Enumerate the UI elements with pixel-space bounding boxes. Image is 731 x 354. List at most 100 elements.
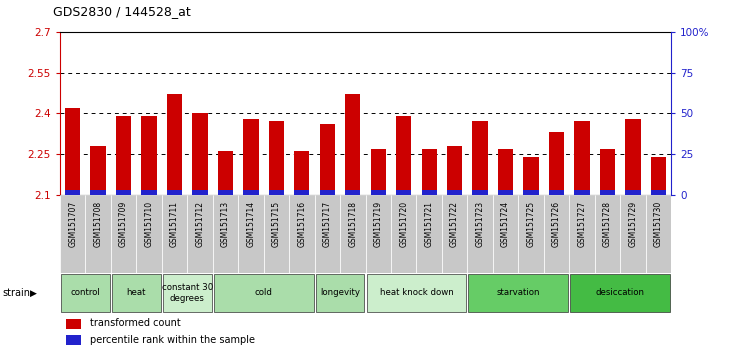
- Bar: [651, 157, 666, 195]
- Bar: [319, 124, 335, 195]
- Bar: [289, 195, 314, 273]
- Text: transformed count: transformed count: [91, 319, 181, 329]
- Bar: [447, 146, 462, 195]
- Bar: [243, 119, 259, 195]
- Bar: [391, 195, 417, 273]
- Text: constant 30
degrees: constant 30 degrees: [162, 283, 213, 303]
- Text: GSM151712: GSM151712: [195, 201, 205, 247]
- Bar: [187, 195, 213, 273]
- Bar: [575, 121, 590, 195]
- Bar: [599, 149, 615, 195]
- Bar: [447, 190, 462, 195]
- Text: cold: cold: [254, 289, 273, 297]
- Bar: [396, 116, 412, 195]
- Bar: [549, 132, 564, 195]
- Bar: [213, 274, 314, 312]
- Bar: [493, 195, 518, 273]
- Bar: [523, 157, 539, 195]
- Bar: [442, 195, 467, 273]
- Text: GSM151729: GSM151729: [629, 201, 637, 247]
- Bar: [167, 190, 182, 195]
- Bar: [136, 195, 162, 273]
- Bar: [472, 190, 488, 195]
- Bar: [192, 113, 208, 195]
- Text: GSM151713: GSM151713: [221, 201, 230, 247]
- Bar: [549, 190, 564, 195]
- Bar: [112, 274, 161, 312]
- Bar: [625, 190, 640, 195]
- Bar: [523, 190, 539, 195]
- Bar: [141, 116, 156, 195]
- Text: GSM151715: GSM151715: [272, 201, 281, 247]
- Bar: [116, 116, 132, 195]
- Text: GSM151717: GSM151717: [323, 201, 332, 247]
- Text: longevity: longevity: [320, 289, 360, 297]
- Bar: [111, 195, 136, 273]
- Bar: [66, 335, 81, 345]
- Bar: [319, 190, 335, 195]
- Bar: [340, 195, 366, 273]
- Bar: [218, 190, 233, 195]
- Bar: [371, 149, 386, 195]
- Text: GSM151728: GSM151728: [603, 201, 612, 247]
- Bar: [65, 108, 80, 195]
- Bar: [366, 195, 391, 273]
- Bar: [294, 151, 309, 195]
- Text: GSM151722: GSM151722: [450, 201, 459, 247]
- Text: desiccation: desiccation: [596, 289, 645, 297]
- Bar: [116, 190, 132, 195]
- Bar: [91, 146, 106, 195]
- Bar: [163, 274, 212, 312]
- Bar: [314, 195, 340, 273]
- Text: GSM151724: GSM151724: [501, 201, 510, 247]
- Bar: [570, 274, 670, 312]
- Bar: [467, 195, 493, 273]
- Text: GSM151709: GSM151709: [119, 201, 128, 247]
- Bar: [269, 190, 284, 195]
- Bar: [60, 195, 86, 273]
- Text: GSM151720: GSM151720: [399, 201, 408, 247]
- Bar: [417, 195, 442, 273]
- Bar: [294, 190, 309, 195]
- Text: GSM151718: GSM151718: [348, 201, 357, 247]
- Text: strain: strain: [2, 288, 30, 298]
- Bar: [498, 190, 513, 195]
- Text: GSM151714: GSM151714: [246, 201, 255, 247]
- Bar: [498, 149, 513, 195]
- Text: control: control: [70, 289, 100, 297]
- Text: GSM151727: GSM151727: [577, 201, 586, 247]
- Text: GSM151707: GSM151707: [68, 201, 77, 247]
- Bar: [422, 149, 437, 195]
- Bar: [422, 190, 437, 195]
- Text: GSM151730: GSM151730: [654, 201, 663, 247]
- Bar: [243, 190, 259, 195]
- Text: GSM151710: GSM151710: [145, 201, 154, 247]
- Bar: [599, 190, 615, 195]
- Text: starvation: starvation: [496, 289, 540, 297]
- Bar: [469, 274, 568, 312]
- Bar: [167, 94, 182, 195]
- Bar: [91, 190, 106, 195]
- Bar: [141, 190, 156, 195]
- Text: GSM151716: GSM151716: [298, 201, 306, 247]
- Bar: [620, 195, 645, 273]
- Text: ▶: ▶: [30, 289, 37, 297]
- Text: GSM151708: GSM151708: [94, 201, 102, 247]
- Bar: [213, 195, 238, 273]
- Text: GSM151719: GSM151719: [374, 201, 383, 247]
- Bar: [366, 274, 466, 312]
- Bar: [569, 195, 595, 273]
- Bar: [518, 195, 544, 273]
- Text: heat knock down: heat knock down: [379, 289, 453, 297]
- Text: GSM151711: GSM151711: [170, 201, 179, 247]
- Bar: [61, 274, 110, 312]
- Text: GSM151721: GSM151721: [425, 201, 433, 247]
- Bar: [192, 190, 208, 195]
- Text: heat: heat: [126, 289, 146, 297]
- Bar: [396, 190, 412, 195]
- Bar: [345, 190, 360, 195]
- Text: GDS2830 / 144528_at: GDS2830 / 144528_at: [53, 5, 190, 18]
- Text: GSM151726: GSM151726: [552, 201, 561, 247]
- Bar: [264, 195, 289, 273]
- Bar: [544, 195, 569, 273]
